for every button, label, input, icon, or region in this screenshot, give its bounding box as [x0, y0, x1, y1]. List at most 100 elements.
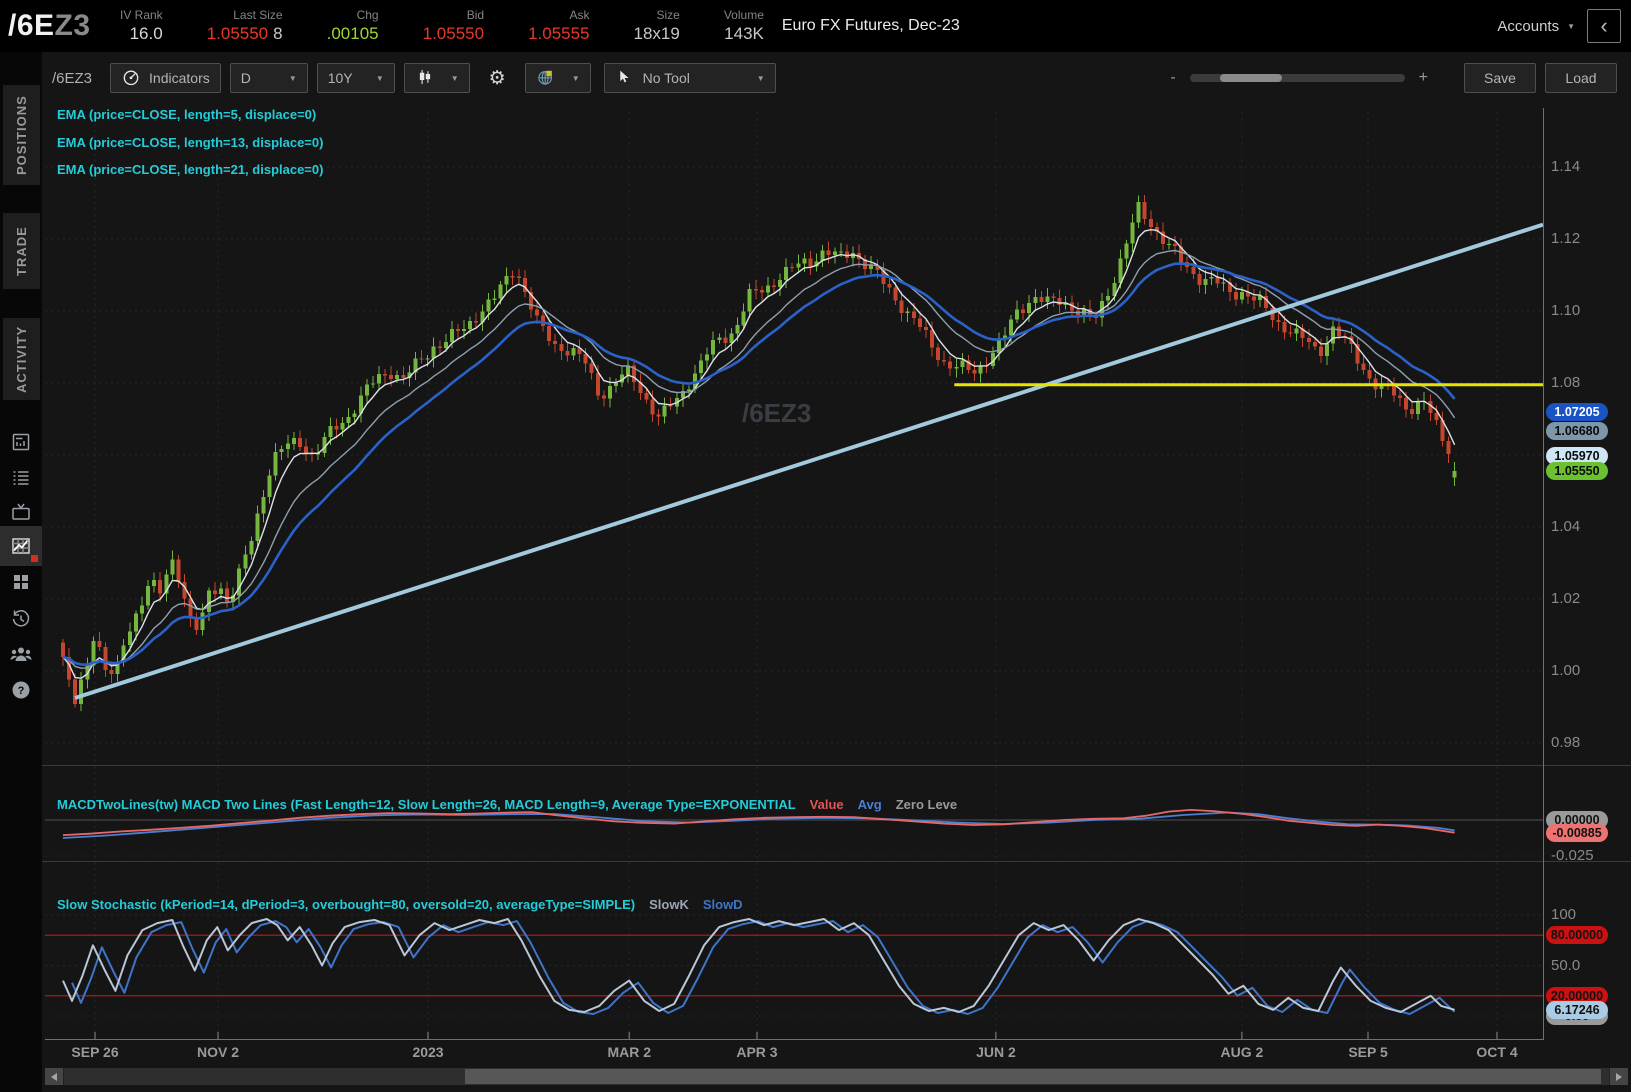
chevron-down-icon: ▼	[288, 73, 297, 83]
macd-legend-item[interactable]: Zero Leve	[895, 797, 958, 812]
price-axis-bubble: 1.05550	[1546, 462, 1608, 481]
ema13-study-label[interactable]: EMA (price=CLOSE, length=13, displace=0)	[57, 135, 324, 150]
macd-study-label[interactable]: MACDTwoLines(tw) MACD Two Lines (Fast Le…	[57, 797, 796, 812]
quote-stats: IV Rank 16.0 Last Size 1.05550 8 Chg .00105 Bid…	[120, 8, 764, 44]
timeframe-value: D	[240, 70, 251, 86]
drawing-tool-dropdown[interactable]: No Tool ▼	[603, 63, 776, 93]
chart-grid-icon[interactable]	[7, 532, 35, 560]
price-axis-bubble: 1.05970	[1546, 447, 1608, 466]
header-stat-chg: Chg .00105	[326, 8, 379, 43]
indicators-label: Indicators	[149, 70, 210, 86]
price-tick-label: 1.02	[1551, 590, 1581, 607]
timeframe-dropdown[interactable]: D ▼	[229, 63, 308, 93]
macd-legend-item[interactable]: Avg	[857, 797, 882, 812]
header-symbol: /6EZ3	[8, 9, 120, 43]
price-tick-label: 1.14	[1551, 158, 1581, 175]
macd-avg-line	[62, 811, 1455, 839]
trendline-drawing[interactable]	[74, 222, 1544, 700]
ema-13-line	[62, 249, 1456, 669]
ema-21-line	[62, 262, 1456, 666]
globe-grid-icon	[536, 67, 556, 90]
zoom-slider-thumb[interactable]	[1219, 74, 1282, 82]
macd-legend-item[interactable]: Value	[809, 797, 844, 812]
header-stat-size: Size 18x19	[633, 8, 680, 43]
price-tick-label: 1.04	[1551, 518, 1581, 535]
accounts-button[interactable]: Accounts ▼	[1497, 18, 1575, 35]
people-icon[interactable]	[7, 640, 35, 668]
left-sidebar: POSITIONS TRADE ACTIVITY ?	[0, 52, 42, 1092]
sidebar-tab-activity[interactable]: ACTIVITY	[3, 318, 40, 400]
cursor-icon	[615, 68, 633, 89]
pattern-dropdown[interactable]: ▼	[524, 63, 591, 93]
report-icon[interactable]	[7, 428, 35, 456]
sidebar-tab-trade[interactable]: TRADE	[3, 213, 40, 289]
time-axis-label: NOV 2	[197, 1044, 240, 1060]
zoom-in-button[interactable]: +	[1418, 69, 1428, 86]
instrument-title: Euro FX Futures, Dec-23	[781, 17, 960, 34]
candles	[61, 194, 1457, 712]
time-axis-label: OCT 4	[1476, 1044, 1518, 1060]
accounts-label: Accounts	[1497, 17, 1560, 35]
scroll-left-button[interactable]	[45, 1068, 64, 1085]
stoch-study-label[interactable]: Slow Stochastic (kPeriod=14, dPeriod=3, …	[57, 897, 636, 912]
time-axis-label: 2023	[412, 1044, 444, 1060]
collapse-panel-button[interactable]: ‹	[1587, 9, 1621, 43]
price-tick-label: 1.00	[1551, 662, 1581, 679]
stoch-legend-item[interactable]: SlowD	[702, 897, 743, 912]
scrollbar-thumb[interactable]	[465, 1069, 1601, 1084]
time-axis-label: JUN 2	[976, 1044, 1016, 1060]
stoch-slowk-line	[62, 918, 1455, 1013]
save-button[interactable]: Save	[1464, 63, 1536, 93]
load-button[interactable]: Load	[1545, 63, 1617, 93]
price-tick-label: 0.98	[1551, 734, 1581, 751]
symbol-watermark: /6EZ3	[742, 398, 812, 428]
indicators-button[interactable]: Indicators	[110, 63, 221, 93]
chart-toolbar: /6EZ3 Indicators D ▼ 10Y ▼ ▼ ⚙ ▼	[42, 52, 1631, 104]
sidebar-tab-positions[interactable]: POSITIONS	[3, 85, 40, 185]
zoom-out-button[interactable]: -	[1170, 69, 1176, 86]
ema5-study-label[interactable]: EMA (price=CLOSE, length=5, displace=0)	[57, 107, 317, 122]
header-stat-iv-rank: IV Rank 16.0	[120, 8, 163, 43]
stoch-legend-item[interactable]: SlowK	[649, 897, 689, 912]
triangle-right-icon	[1616, 1072, 1622, 1081]
notification-dot	[31, 555, 38, 562]
tool-label: No Tool	[642, 70, 690, 86]
symbol-root: /6E	[8, 9, 55, 42]
chart-panel: /6EZ3 Indicators D ▼ 10Y ▼ ▼ ⚙ ▼	[42, 52, 1631, 1092]
candlestick-icon	[415, 67, 435, 90]
quote-header: /6EZ3 IV Rank 16.0 Last Size 1.05550 8 Chg .00…	[0, 0, 1631, 52]
range-dropdown[interactable]: 10Y ▼	[316, 63, 395, 93]
macd-tick-label: -0.025	[1551, 847, 1594, 864]
help-icon[interactable]: ?	[7, 676, 35, 704]
history-icon[interactable]	[7, 604, 35, 632]
stoch-tick-label: 100	[1551, 906, 1577, 923]
stoch-axis-bubble: 20.00000	[1546, 986, 1608, 1005]
symbol-input[interactable]: /6EZ3	[52, 69, 93, 87]
gear-icon: ⚙	[488, 67, 506, 89]
time-axis-label: SEP 26	[71, 1044, 119, 1060]
symbol-suffix: Z3	[54, 9, 91, 42]
queue-icon[interactable]	[7, 464, 35, 492]
settings-button[interactable]: ⚙	[479, 63, 516, 93]
ema21-study-label[interactable]: EMA (price=CLOSE, length=21, displace=0)	[57, 162, 324, 177]
grid-icon[interactable]	[7, 568, 35, 596]
chart-type-dropdown[interactable]: ▼	[403, 63, 470, 93]
price-tick-label: 1.08	[1551, 374, 1581, 391]
triangle-left-icon	[51, 1072, 57, 1081]
stoch-slowd-line	[71, 920, 1456, 1015]
price-tick-label: 1.10	[1551, 302, 1581, 319]
header-stat-ask: Ask 1.05555	[528, 8, 590, 43]
chevron-down-icon: ▼	[450, 73, 459, 83]
ema-5-line	[62, 228, 1456, 679]
time-axis-label: APR 3	[736, 1044, 778, 1060]
chevron-down-icon: ▼	[756, 73, 765, 83]
stoch-legend: SlowK SlowD	[649, 897, 742, 912]
zoom-slider[interactable]	[1189, 74, 1405, 82]
scroll-right-button[interactable]	[1609, 1068, 1628, 1085]
horizontal-scrollbar[interactable]	[45, 1068, 1628, 1085]
price-chart-canvas[interactable]	[42, 104, 1631, 1040]
price-axis-bubble: 1.06680	[1546, 421, 1608, 440]
tv-icon[interactable]	[7, 498, 35, 526]
header-stat-volume: Volume 143K	[723, 8, 764, 43]
